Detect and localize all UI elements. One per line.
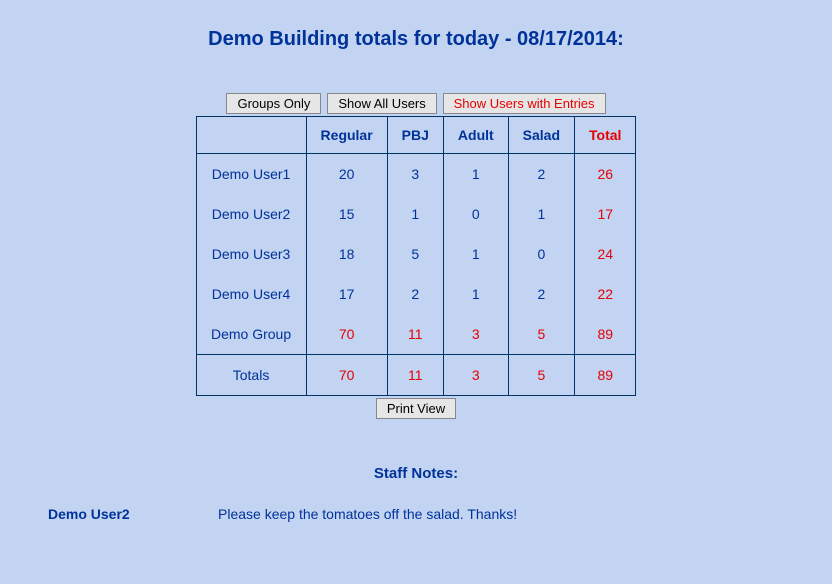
cell-regular: 18 [306, 234, 387, 274]
table-row: Demo User31851024 [196, 234, 636, 274]
cell-adult: 1 [443, 154, 508, 195]
staff-note-row: Demo User2Please keep the tomatoes off t… [48, 506, 784, 522]
table-row: Demo User21510117 [196, 194, 636, 234]
col-header-adult: Adult [443, 117, 508, 154]
row-name: Demo Group [196, 314, 306, 355]
table-header-row: Regular PBJ Adult Salad Total [196, 117, 636, 154]
cell-pbj: 11 [387, 314, 443, 355]
row-name: Demo User2 [196, 194, 306, 234]
totals-adult: 3 [443, 355, 508, 396]
col-header-total: Total [575, 117, 636, 154]
col-header-pbj: PBJ [387, 117, 443, 154]
row-name: Demo User4 [196, 274, 306, 314]
table-row: Demo User41721222 [196, 274, 636, 314]
cell-total: 24 [575, 234, 636, 274]
table-row: Demo Group70113589 [196, 314, 636, 355]
cell-adult: 3 [443, 314, 508, 355]
cell-salad: 2 [508, 154, 574, 195]
staff-notes-container: Demo User2Please keep the tomatoes off t… [0, 506, 832, 522]
print-view-button[interactable]: Print View [376, 398, 456, 419]
col-header-blank [196, 117, 306, 154]
totals-table: Regular PBJ Adult Salad Total Demo User1… [196, 116, 637, 396]
cell-total: 89 [575, 314, 636, 355]
staff-note-text: Please keep the tomatoes off the salad. … [218, 506, 784, 522]
row-name: Demo User3 [196, 234, 306, 274]
cell-regular: 17 [306, 274, 387, 314]
cell-regular: 20 [306, 154, 387, 195]
groups-only-button[interactable]: Groups Only [226, 93, 321, 114]
cell-pbj: 5 [387, 234, 443, 274]
table-row: Demo User12031226 [196, 154, 636, 195]
cell-salad: 0 [508, 234, 574, 274]
col-header-salad: Salad [508, 117, 574, 154]
cell-pbj: 2 [387, 274, 443, 314]
cell-regular: 15 [306, 194, 387, 234]
totals-table-wrap: Regular PBJ Adult Salad Total Demo User1… [0, 116, 832, 396]
cell-pbj: 3 [387, 154, 443, 195]
cell-pbj: 1 [387, 194, 443, 234]
cell-adult: 1 [443, 234, 508, 274]
staff-note-user: Demo User2 [48, 506, 218, 522]
cell-adult: 0 [443, 194, 508, 234]
totals-label: Totals [196, 355, 306, 396]
staff-notes-title: Staff Notes: [0, 465, 832, 482]
cell-salad: 2 [508, 274, 574, 314]
cell-adult: 1 [443, 274, 508, 314]
cell-total: 17 [575, 194, 636, 234]
cell-regular: 70 [306, 314, 387, 355]
row-name: Demo User1 [196, 154, 306, 195]
cell-salad: 5 [508, 314, 574, 355]
cell-total: 22 [575, 274, 636, 314]
table-totals-row: Totals70113589 [196, 355, 636, 396]
print-button-row: Print View [0, 398, 832, 419]
col-header-regular: Regular [306, 117, 387, 154]
page-title: Demo Building totals for today - 08/17/2… [0, 28, 832, 51]
show-all-users-button[interactable]: Show All Users [327, 93, 436, 114]
cell-salad: 1 [508, 194, 574, 234]
filter-button-row: Groups Only Show All Users Show Users wi… [0, 93, 832, 114]
cell-total: 26 [575, 154, 636, 195]
totals-pbj: 11 [387, 355, 443, 396]
totals-salad: 5 [508, 355, 574, 396]
show-users-with-entries-button[interactable]: Show Users with Entries [443, 93, 606, 114]
totals-total: 89 [575, 355, 636, 396]
totals-regular: 70 [306, 355, 387, 396]
